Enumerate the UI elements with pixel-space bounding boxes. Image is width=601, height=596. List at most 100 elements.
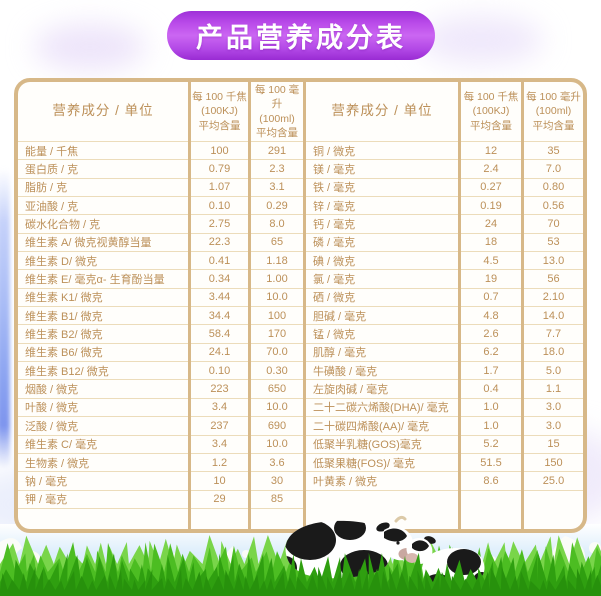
nutrient-name-cell: 泛酸 / 微克 <box>18 417 188 436</box>
value-per-100ml-cell: 56 <box>524 270 583 289</box>
empty-cell <box>18 508 188 529</box>
column-header-nutrient: 营养成分 / 单位 <box>18 82 188 142</box>
value-per-100ml-cell: 85 <box>251 490 303 509</box>
empty-cell <box>524 490 583 529</box>
page-title: 产品营养成分表 <box>196 23 406 53</box>
value-per-100kj-cell: 19 <box>461 270 521 289</box>
nutrient-name-cell: 维生素 K1/ 微克 <box>18 288 188 308</box>
value-per-100kj-cell: 2.4 <box>461 160 521 179</box>
value-per-100ml-cell: 53 <box>524 233 583 253</box>
value-per-100kj-cell: 1.0 <box>461 417 521 436</box>
value-per-100kj-cell: 34.4 <box>191 307 248 326</box>
nutrient-name-cell: 铜 / 微克 <box>306 142 458 161</box>
column-header-per-100kj: 每 100 千焦 (100KJ) 平均含量 <box>191 82 248 142</box>
value-per-100ml-cell: 170 <box>251 325 303 344</box>
value-per-100kj-cell: 5.2 <box>461 435 521 454</box>
value-per-100kj-cell: 2.6 <box>461 325 521 344</box>
value-per-100kj-cell: 0.27 <box>461 178 521 198</box>
nutrient-name-cell: 低聚果糖(FOS)/ 毫克 <box>306 453 458 473</box>
value-per-100kj-cell: 51.5 <box>461 453 521 473</box>
title-banner: 产品营养成分表 <box>167 11 435 60</box>
nutrient-name-cell: 碘 / 微克 <box>306 252 458 271</box>
nutrient-name-cell: 钠 / 毫克 <box>18 472 188 491</box>
nutrient-name-cell: 肌醇 / 毫克 <box>306 343 458 363</box>
nutrient-name-cell: 二十碳四烯酸(AA)/ 毫克 <box>306 417 458 436</box>
empty-cell <box>251 508 303 529</box>
value-per-100ml-cell: 70 <box>524 215 583 234</box>
value-per-100kj-cell: 0.10 <box>191 197 248 216</box>
nutrient-name-cell: 锰 / 微克 <box>306 325 458 344</box>
grass-front <box>0 552 601 596</box>
value-per-100kj-cell: 29 <box>191 490 248 509</box>
nutrient-name-cell: 脂肪 / 克 <box>18 178 188 198</box>
value-per-100kj-cell: 0.10 <box>191 362 248 381</box>
value-per-100kj-cell: 10 <box>191 472 248 491</box>
empty-cell <box>461 490 521 529</box>
value-per-100kj-cell: 22.3 <box>191 233 248 253</box>
nutrient-name-cell: 钾 / 毫克 <box>18 490 188 509</box>
value-per-100kj-cell: 4.8 <box>461 307 521 326</box>
value-per-100ml-cell: 3.6 <box>251 453 303 473</box>
value-per-100ml-cell: 0.56 <box>524 197 583 216</box>
nutrient-name-cell: 锌 / 毫克 <box>306 197 458 216</box>
value-per-100kj-cell: 0.34 <box>191 270 248 289</box>
value-per-100ml-cell: 3.1 <box>251 178 303 198</box>
value-per-100ml-cell: 10.0 <box>251 398 303 418</box>
value-per-100kj-cell: 4.5 <box>461 252 521 271</box>
value-per-100ml-cell: 2.3 <box>251 160 303 179</box>
nutrition-table-left: 营养成分 / 单位 每 100 千焦 (100KJ) 平均含量 每 100 毫升… <box>18 82 303 529</box>
value-per-100kj-cell: 58.4 <box>191 325 248 344</box>
value-per-100kj-cell: 3.44 <box>191 288 248 308</box>
value-per-100ml-cell: 3.0 <box>524 398 583 418</box>
value-per-100kj-cell: 0.79 <box>191 160 248 179</box>
nutrient-name-cell: 镁 / 毫克 <box>306 160 458 179</box>
value-per-100ml-cell: 0.30 <box>251 362 303 381</box>
value-per-100ml-cell: 65 <box>251 233 303 253</box>
nutrient-name-cell: 蛋白质 / 克 <box>18 160 188 179</box>
nutrient-name-cell: 胆碱 / 毫克 <box>306 307 458 326</box>
value-per-100kj-cell: 2.75 <box>191 215 248 234</box>
nutrient-name-cell: 二十二碳六烯酸(DHA)/ 毫克 <box>306 398 458 418</box>
value-per-100ml-cell: 2.10 <box>524 288 583 308</box>
nutrient-name-cell: 能量 / 千焦 <box>18 142 188 161</box>
value-per-100ml-cell: 18.0 <box>524 343 583 363</box>
value-per-100ml-cell: 10.0 <box>251 435 303 454</box>
value-per-100ml-cell: 650 <box>251 380 303 399</box>
table-divider <box>303 82 306 529</box>
column-header-nutrient: 营养成分 / 单位 <box>306 82 458 142</box>
nutrient-name-cell: 亚油酸 / 克 <box>18 197 188 216</box>
nutrition-table-right: 营养成分 / 单位 每 100 千焦 (100KJ) 平均含量 每 100 毫升… <box>306 82 583 529</box>
nutrient-name-cell: 硒 / 微克 <box>306 288 458 308</box>
value-per-100ml-cell: 0.29 <box>251 197 303 216</box>
value-per-100kj-cell: 24.1 <box>191 343 248 363</box>
nutrient-name-cell: 维生素 C/ 毫克 <box>18 435 188 454</box>
nutrition-table: 营养成分 / 单位 每 100 千焦 (100KJ) 平均含量 每 100 毫升… <box>14 78 587 533</box>
value-per-100ml-cell: 15 <box>524 435 583 454</box>
value-per-100kj-cell: 1.2 <box>191 453 248 473</box>
value-per-100ml-cell: 14.0 <box>524 307 583 326</box>
value-per-100ml-cell: 291 <box>251 142 303 161</box>
value-per-100kj-cell: 223 <box>191 380 248 399</box>
value-per-100kj-cell: 1.7 <box>461 362 521 381</box>
nutrient-name-cell: 烟酸 / 微克 <box>18 380 188 399</box>
value-per-100ml-cell: 5.0 <box>524 362 583 381</box>
value-per-100ml-cell: 8.0 <box>251 215 303 234</box>
value-per-100ml-cell: 7.0 <box>524 160 583 179</box>
nutrient-name-cell: 维生素 D/ 微克 <box>18 252 188 271</box>
nutrient-name-cell: 碳水化合物 / 克 <box>18 215 188 234</box>
value-per-100ml-cell: 100 <box>251 307 303 326</box>
value-per-100kj-cell: 100 <box>191 142 248 161</box>
nutrient-name-cell: 维生素 B6/ 微克 <box>18 343 188 363</box>
nutrient-name-cell: 钙 / 毫克 <box>306 215 458 234</box>
nutrient-name-cell: 左旋肉碱 / 毫克 <box>306 380 458 399</box>
nutrient-name-cell: 低聚半乳糖(GOS)毫克 <box>306 435 458 454</box>
value-per-100ml-cell: 690 <box>251 417 303 436</box>
value-per-100kj-cell: 0.4 <box>461 380 521 399</box>
nutrient-name-cell: 生物素 / 微克 <box>18 453 188 473</box>
value-per-100kj-cell: 0.41 <box>191 252 248 271</box>
value-per-100kj-cell: 18 <box>461 233 521 253</box>
column-header-per-100ml: 每 100 毫升 (100ml) 平均含量 <box>524 82 583 142</box>
nutrient-name-cell: 铁 / 毫克 <box>306 178 458 198</box>
value-per-100kj-cell: 3.4 <box>191 435 248 454</box>
